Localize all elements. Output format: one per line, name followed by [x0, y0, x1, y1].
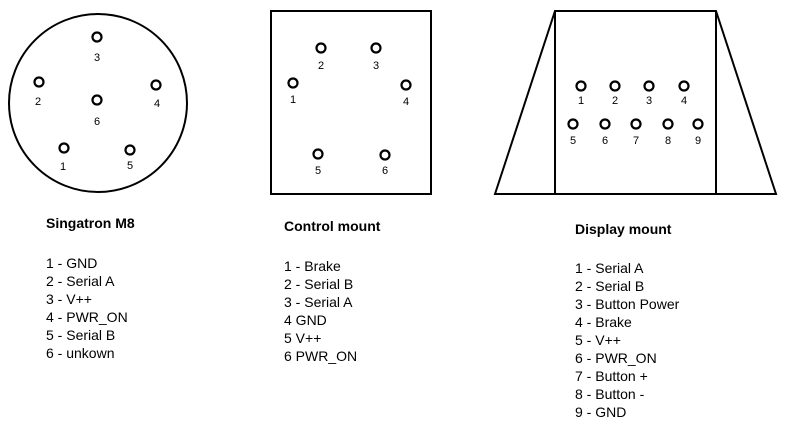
display-pin [678, 80, 690, 92]
display-pin [692, 118, 704, 130]
control-pin-number: 1 [290, 94, 296, 106]
control-pin-entry: 1 - Brake [284, 258, 341, 274]
display-pin [599, 118, 611, 130]
display-pin-number: 8 [665, 135, 671, 147]
singatron-pin-entry: 2 - Serial A [46, 273, 115, 289]
control-mount-title: Control mount [284, 218, 381, 234]
display-pin-entry: 4 - Brake [575, 314, 632, 330]
display-pin-number: 2 [612, 95, 618, 107]
singatron-pin [91, 31, 103, 43]
singatron-pin-number: 1 [60, 161, 66, 173]
display-pin-entry: 2 - Serial B [575, 278, 645, 294]
display-pin-number: 7 [633, 135, 639, 147]
control-mount-pin-list: 1 - Brake 2 - Serial B 3 - Serial A 4 GND 5 … [284, 257, 357, 365]
display-pin [662, 118, 674, 130]
control-pin-entry: 2 - Serial B [284, 276, 354, 292]
singatron-m8-title: Singatron M8 [46, 215, 135, 231]
display-pin [609, 80, 621, 92]
control-pin-number: 5 [315, 165, 321, 177]
control-pin [400, 79, 412, 91]
display-pin-entry: 9 - GND [575, 404, 627, 420]
singatron-m8-pin-list: 1 - GND 2 - Serial A 3 - V++ 4 - PWR_ON 5 - … [46, 254, 128, 362]
control-pin-entry: 3 - Serial A [284, 294, 353, 310]
singatron-pin-entry: 5 - Serial B [46, 327, 116, 343]
display-mount-outline [493, 10, 778, 195]
display-mount-title: Display mount [575, 221, 672, 237]
control-pin-number: 6 [382, 165, 388, 177]
singatron-pin [124, 144, 136, 156]
control-pin [370, 42, 382, 54]
control-pin [379, 149, 391, 161]
singatron-pin [33, 76, 45, 88]
singatron-pin-entry: 4 - PWR_ON [46, 309, 128, 325]
control-pin [312, 148, 324, 160]
singatron-pin-number: 5 [127, 160, 133, 172]
singatron-pin-entry: 3 - V++ [46, 291, 92, 307]
display-pin-entry: 1 - Serial A [575, 260, 644, 276]
display-pin-entry: 7 - Button + [575, 368, 648, 384]
control-pin-entry: 4 GND [284, 312, 327, 328]
display-mount-pin-list: 1 - Serial A 2 - Serial B 3 - Button Power… [575, 259, 679, 421]
singatron-pin [91, 94, 103, 106]
control-pin-number: 4 [403, 96, 409, 108]
display-pin-entry: 5 - V++ [575, 332, 621, 348]
singatron-m8-outline [8, 13, 188, 193]
display-pin-number: 6 [602, 135, 608, 147]
display-pin-entry: 8 - Button - [575, 386, 645, 402]
singatron-pin-number: 2 [35, 96, 41, 108]
control-pin [287, 77, 299, 89]
display-pin-entry: 3 - Button Power [575, 296, 680, 312]
control-pin-number: 2 [318, 60, 324, 72]
singatron-pin-entry: 6 - unkown [46, 345, 115, 361]
display-pin [567, 118, 579, 130]
display-pin [643, 80, 655, 92]
singatron-pin [58, 142, 70, 154]
display-pin [575, 80, 587, 92]
display-pin-number: 9 [695, 135, 701, 147]
display-pin-number: 1 [578, 95, 584, 107]
display-pin-number: 5 [570, 135, 576, 147]
singatron-pin-number: 3 [94, 52, 100, 64]
control-mount-outline [270, 10, 432, 195]
display-pin-number: 4 [681, 95, 687, 107]
singatron-pin-entry: 1 - GND [46, 255, 98, 271]
control-pin-number: 3 [373, 60, 379, 72]
display-pin-entry: 6 - PWR_ON [575, 350, 657, 366]
singatron-pin [150, 79, 162, 91]
control-pin-entry: 5 V++ [284, 330, 322, 346]
control-pin [315, 42, 327, 54]
singatron-pin-number: 4 [154, 98, 160, 110]
display-pin [630, 118, 642, 130]
display-pin-number: 3 [646, 95, 652, 107]
control-pin-entry: 6 PWR_ON [284, 348, 358, 364]
singatron-pin-number: 6 [94, 116, 100, 128]
